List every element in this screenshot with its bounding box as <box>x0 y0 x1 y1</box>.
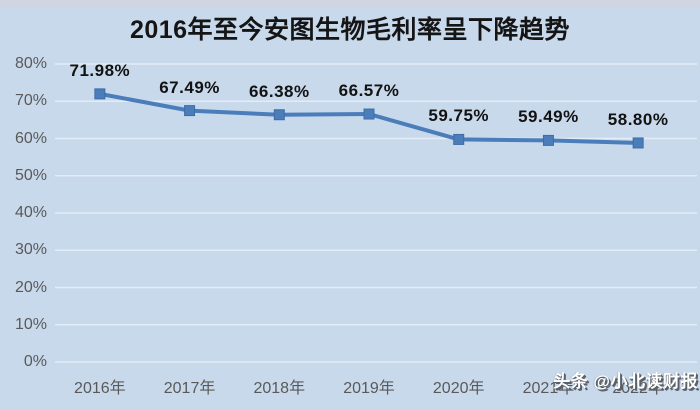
data-point-marker <box>542 134 554 146</box>
x-axis-tick-label: 2020年 <box>432 380 485 397</box>
data-point-label: 66.57% <box>338 81 400 101</box>
data-point-marker <box>94 88 106 100</box>
data-point-label: 59.75% <box>428 106 490 126</box>
x-axis-tick-label: 2018年 <box>253 380 306 397</box>
chart-title: 2016年至今安图生物毛利率呈下降趋势 <box>129 16 571 44</box>
data-point-marker <box>363 108 375 120</box>
y-axis-tick-label: 50% <box>14 166 47 184</box>
x-axis-tick-label: 2019年 <box>343 380 395 397</box>
data-point-label: 71.98% <box>69 60 131 80</box>
y-axis-tick-label: 60% <box>14 129 47 147</box>
data-point-marker <box>453 133 465 145</box>
x-axis-tick-label: 2016年 <box>74 380 126 397</box>
watermark: 头条 @小北读财报 <box>553 372 698 391</box>
y-axis-tick-label: 30% <box>14 241 47 259</box>
data-point-label: 66.38% <box>248 81 310 101</box>
y-axis-tick-label: 80% <box>14 55 47 72</box>
x-axis-tick-label: 2022年 <box>612 380 664 397</box>
y-axis-tick-label: 10% <box>14 315 47 333</box>
top-edge-strip <box>0 0 700 8</box>
data-point-marker <box>184 105 196 117</box>
data-point-label: 59.49% <box>518 107 579 127</box>
y-axis-tick-label: 0% <box>23 353 47 370</box>
y-axis-tick-label: 70% <box>14 92 47 110</box>
data-point-label: 67.49% <box>159 77 220 97</box>
y-axis-tick-label: 40% <box>14 204 47 221</box>
y-axis-tick-label: 20% <box>14 278 47 296</box>
x-axis-tick-label: 2021年 <box>522 380 575 397</box>
data-point-marker <box>632 137 644 149</box>
x-axis-tick-label: 2017年 <box>163 380 216 397</box>
data-point-marker <box>273 109 285 121</box>
data-point-label: 58.80% <box>607 109 669 129</box>
